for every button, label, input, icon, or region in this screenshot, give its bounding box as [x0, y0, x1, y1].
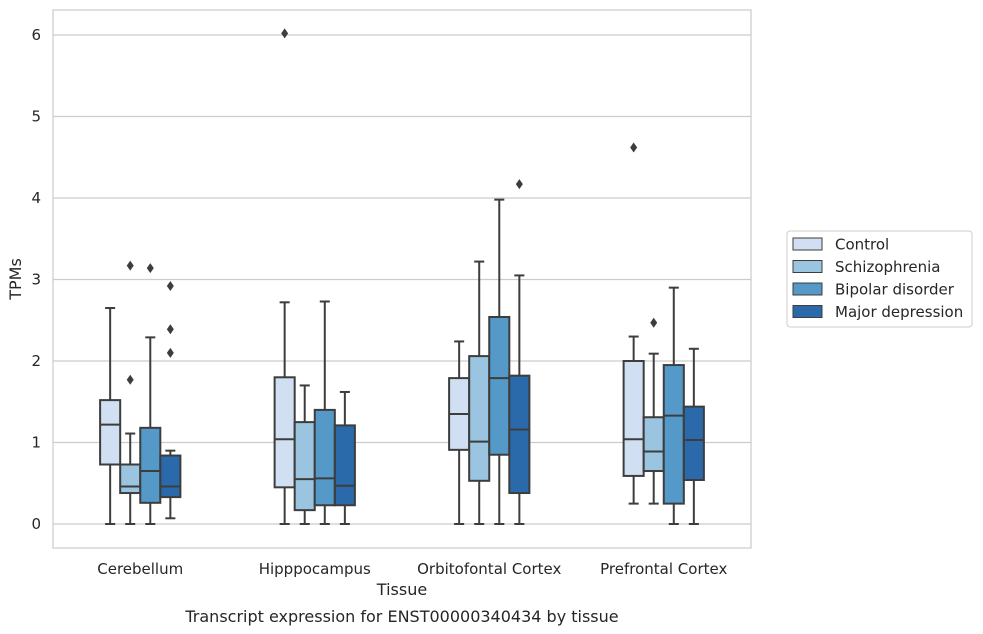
box-body — [159, 454, 182, 499]
y-axis-label: TPMs — [6, 258, 25, 301]
box-major-depression — [159, 281, 182, 520]
box-bipolar-disorder — [662, 286, 685, 525]
box-major-depression — [682, 347, 705, 525]
outlier-point — [166, 281, 174, 292]
y-tick-label: 3 — [31, 271, 41, 289]
outlier-point — [166, 347, 174, 358]
y-tick-label: 0 — [31, 515, 41, 533]
x-tick-label: Prefrontal Cortex — [600, 560, 727, 578]
legend: Control Schizophrenia Bipolar disorder Majo… — [786, 230, 973, 328]
legend-swatch — [792, 305, 823, 318]
box-body — [333, 424, 356, 507]
box-body — [662, 364, 685, 505]
box-body — [682, 405, 705, 481]
box-major-depression — [333, 390, 356, 525]
legend-label: Schizophrenia — [835, 258, 940, 276]
box-body — [488, 315, 511, 456]
box-bipolar-disorder — [139, 263, 162, 525]
box-body — [642, 416, 665, 473]
x-axis-label: Tissue — [376, 580, 427, 599]
box-schizophrenia — [293, 384, 316, 525]
boxes-layer — [99, 28, 705, 525]
box-body — [139, 426, 162, 504]
box-control — [622, 142, 645, 505]
box-body — [468, 355, 491, 482]
box-body — [313, 408, 336, 507]
plot-frame — [52, 9, 752, 549]
outlier-point — [126, 374, 134, 385]
y-tick-label: 6 — [31, 26, 41, 44]
legend-label: Control — [835, 236, 889, 254]
x-tick-label: Hipppocampus — [259, 560, 371, 578]
outlier-point — [515, 179, 523, 190]
y-tick-label: 2 — [31, 352, 41, 370]
outlier-point — [166, 324, 174, 335]
outlier-point — [126, 260, 134, 271]
box-schizophrenia — [468, 260, 491, 525]
legend-swatch — [792, 282, 823, 296]
box-control — [99, 307, 122, 525]
figure-caption: Transcript expression for ENST0000034043… — [184, 607, 618, 626]
outlier-point — [146, 263, 154, 274]
box-body — [119, 463, 142, 495]
box-body — [273, 376, 296, 489]
legend-label: Bipolar disorder — [835, 281, 955, 299]
legend-frame — [786, 230, 973, 328]
box-control — [448, 340, 471, 525]
x-tick-label: Cerebellum — [97, 560, 183, 578]
box-body — [99, 399, 122, 466]
outlier-point — [281, 28, 289, 39]
x-tick-labels: Cerebellum Hipppocampus Orbitofontal Corte… — [97, 560, 727, 578]
box-schizophrenia — [642, 317, 665, 505]
legend-swatch — [792, 260, 823, 273]
y-tick-label: 4 — [31, 189, 41, 207]
box-schizophrenia — [119, 260, 142, 525]
legend-swatch — [792, 237, 823, 251]
x-tick-label: Orbitofontal Cortex — [417, 560, 561, 578]
box-body — [293, 421, 316, 512]
outlier-point — [650, 317, 658, 328]
y-tick-labels: 0 1 2 3 4 5 6 — [31, 26, 41, 533]
box-body — [622, 360, 645, 477]
box-major-depression — [508, 179, 531, 525]
outlier-point — [630, 142, 638, 153]
box-body — [508, 374, 531, 495]
legend-label: Major depression — [835, 303, 963, 321]
y-tick-label: 1 — [31, 434, 41, 452]
y-tick-label: 5 — [31, 108, 41, 126]
gridlines — [53, 34, 751, 525]
